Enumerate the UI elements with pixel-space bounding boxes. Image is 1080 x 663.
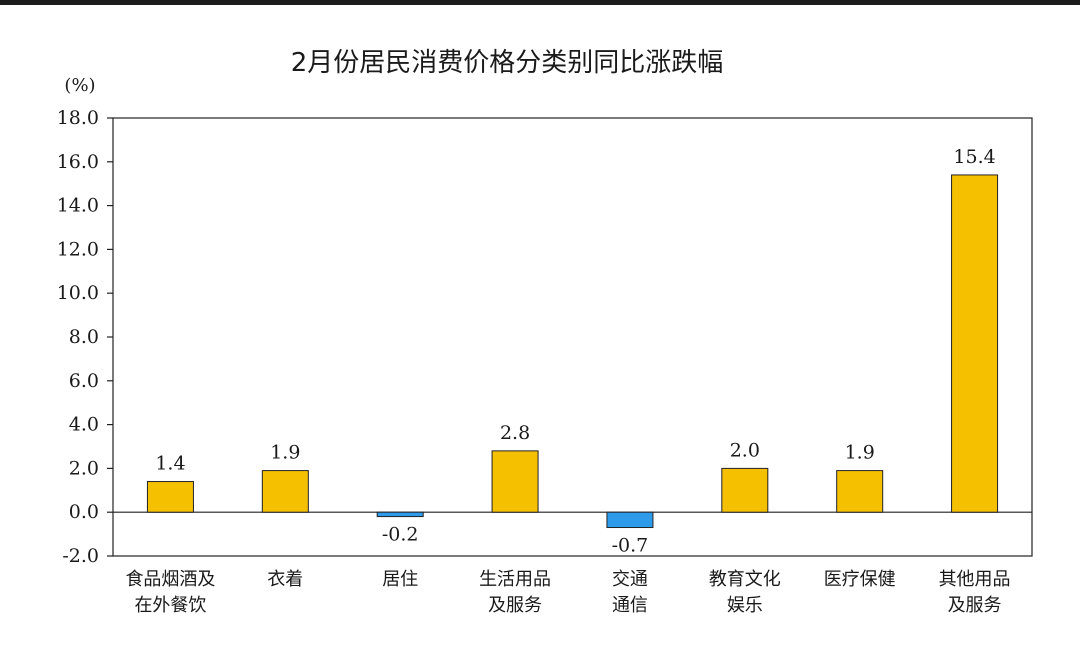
x-category-label-line: 及服务 <box>488 595 542 616</box>
x-category-label: 教育文化娱乐 <box>709 569 781 616</box>
bar-value-label: 1.4 <box>155 453 185 475</box>
y-tick-label: 8.0 <box>69 326 99 348</box>
chart-title: 2月份居民消费价格分类别同比涨跌幅 <box>291 48 724 78</box>
x-category-label-line: 生活用品 <box>479 569 551 590</box>
x-category-label-line: 通信 <box>612 595 648 616</box>
x-category-label: 其他用品及服务 <box>939 569 1011 616</box>
plot-frame <box>112 117 1033 557</box>
bar <box>376 511 424 518</box>
y-tick-label: 6.0 <box>69 370 99 392</box>
bar <box>491 450 539 513</box>
y-tick-label: -2.0 <box>62 545 99 567</box>
x-category-label: 居住 <box>382 569 418 590</box>
x-category-label: 生活用品及服务 <box>479 569 551 616</box>
x-category-label: 交通通信 <box>612 569 648 616</box>
bar-value-label: -0.2 <box>382 524 419 546</box>
bar <box>836 470 884 513</box>
bar-chart: 2月份居民消费价格分类别同比涨跌幅 (%) 18.0 16.0 14.0 12.0 10… <box>57 48 1033 616</box>
bar-value-label: 1.9 <box>270 442 300 464</box>
y-tick-label: 14.0 <box>57 195 99 217</box>
x-category-label-line: 食品烟酒及 <box>125 569 215 590</box>
x-category-label-line: 教育文化 <box>709 569 781 590</box>
x-category-label-line: 在外餐饮 <box>134 595 206 616</box>
x-category-label-line: 居住 <box>382 569 418 590</box>
y-tick-label: 12.0 <box>57 238 99 260</box>
y-tick-label: 2.0 <box>69 457 99 479</box>
bar-value-label: 1.9 <box>845 442 875 464</box>
x-category-label: 医疗保健 <box>824 569 896 590</box>
x-category-label-line: 交通 <box>612 569 648 590</box>
x-category-label-line: 娱乐 <box>727 595 763 616</box>
bar-value-label: 2.8 <box>500 422 530 444</box>
x-category-label: 食品烟酒及在外餐饮 <box>125 569 215 616</box>
bar-value-label: 2.0 <box>730 439 760 461</box>
bar-value-label: 15.4 <box>953 146 995 168</box>
y-tick-label: 16.0 <box>57 151 99 173</box>
x-category-label-line: 衣着 <box>267 569 303 590</box>
bar-value-label: -0.7 <box>612 535 649 557</box>
y-tick-label: 18.0 <box>57 107 99 129</box>
bar <box>951 174 999 513</box>
bar <box>146 481 194 513</box>
bar <box>261 470 309 513</box>
x-category-label-line: 及服务 <box>948 595 1002 616</box>
x-category-label: 衣着 <box>267 569 303 590</box>
plot-area: 18.0 16.0 14.0 12.0 10.0 8.0 6.0 4.0 2.0 0.0 -2.0 1… <box>57 107 1033 616</box>
bar <box>721 467 769 513</box>
bar <box>606 511 654 529</box>
y-tick-label: 4.0 <box>69 414 99 436</box>
chart-canvas: 2月份居民消费价格分类别同比涨跌幅 (%) 18.0 16.0 14.0 12.0 10… <box>0 5 1080 663</box>
x-category-label-line: 其他用品 <box>939 569 1011 590</box>
x-category-label-line: 医疗保健 <box>824 569 896 590</box>
y-tick-label: 10.0 <box>57 282 99 304</box>
y-axis-unit-label: (%) <box>64 75 95 96</box>
y-tick-label: 0.0 <box>69 501 99 523</box>
